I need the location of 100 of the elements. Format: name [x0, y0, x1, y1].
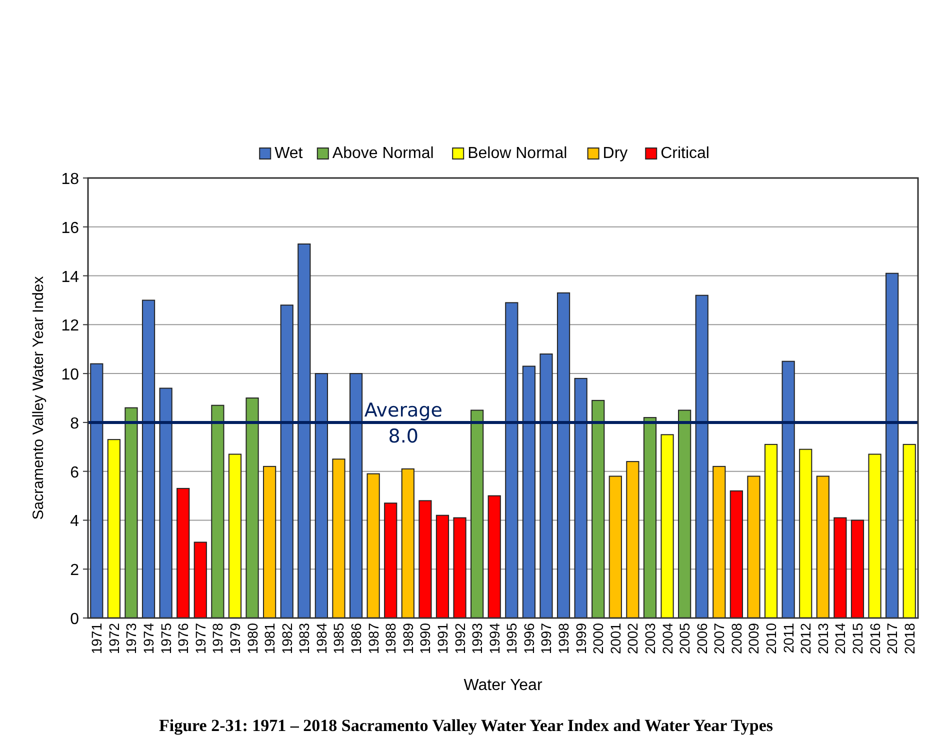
legend-label: Wet — [274, 145, 304, 162]
bar — [626, 461, 640, 618]
y-tick-label: 8 — [70, 415, 80, 432]
bar — [436, 514, 450, 618]
bar — [556, 292, 570, 618]
y-tick-label: 12 — [61, 318, 80, 335]
bar — [228, 454, 242, 618]
legend-label: Above Normal — [332, 145, 434, 162]
bar — [834, 517, 847, 618]
x-tick-label: 1974 — [140, 622, 157, 654]
bar — [298, 244, 311, 618]
x-tick-label: 2000 — [590, 622, 606, 654]
x-tick-label: 2007 — [711, 622, 728, 654]
bar — [470, 410, 484, 618]
x-tick-label: 2005 — [676, 622, 693, 654]
y-tick-label: 16 — [61, 220, 80, 237]
x-tick-label: 2016 — [866, 622, 883, 654]
y-axis-title: Sacramento Valley Water Year Index — [30, 276, 47, 520]
x-tick-label: 1995 — [504, 622, 520, 654]
x-tick-label: 1976 — [175, 622, 192, 654]
bar — [522, 366, 536, 618]
bar — [712, 466, 726, 618]
x-tick-label: 2009 — [746, 622, 762, 654]
x-axis-title: Water Year — [464, 677, 543, 694]
x-tick-label: 2003 — [642, 622, 658, 654]
y-tick-label: 18 — [61, 171, 80, 188]
text: Figure 2-31: 1971 – 2018 Sacramento Valley Water Year Index and Water Year Types — [158, 716, 774, 735]
bar — [384, 502, 398, 618]
x-tick-label: 1993 — [469, 622, 486, 654]
x-tick-label: 2014 — [832, 622, 848, 654]
bar — [608, 476, 622, 618]
bar — [902, 444, 916, 618]
bar — [453, 517, 466, 618]
bar — [107, 439, 120, 618]
bar — [782, 360, 795, 618]
x-tick-label: 1997 — [538, 622, 554, 654]
bar — [730, 490, 743, 618]
x-tick-label: 1980 — [244, 622, 260, 654]
x-tick-label: 2004 — [659, 622, 676, 654]
bar — [660, 434, 674, 618]
x-tick-label: 1992 — [452, 622, 468, 654]
bar — [695, 294, 708, 618]
bar — [799, 448, 812, 618]
x-tick-label: 1998 — [556, 622, 572, 654]
bar — [816, 476, 830, 618]
bar — [540, 354, 553, 618]
x-tick-label: 1982 — [278, 622, 295, 654]
x-tick-label: 1979 — [226, 622, 243, 654]
bar — [643, 417, 657, 618]
x-tick-label: 1987 — [365, 622, 382, 654]
y-tick-label: 6 — [70, 464, 80, 482]
bar — [211, 404, 224, 618]
bar — [868, 454, 882, 618]
y-tick-label: 4 — [70, 513, 80, 530]
legend-label: Below Normal — [468, 145, 568, 162]
y-tick-label: 10 — [61, 366, 80, 384]
bar — [764, 444, 778, 618]
x-tick-label: 1991 — [434, 622, 450, 654]
x-tick-label: 1985 — [330, 622, 347, 654]
x-tick-label: 1978 — [210, 622, 226, 654]
x-tick-label: 2015 — [849, 622, 866, 654]
bar — [349, 373, 363, 618]
y-tick-label: 2 — [70, 562, 80, 580]
bar — [263, 466, 276, 618]
x-tick-label: 2008 — [728, 622, 744, 654]
bar — [159, 388, 172, 618]
bar — [332, 458, 346, 618]
x-tick-label: 2002 — [624, 622, 641, 654]
x-tick-label: 1973 — [123, 622, 140, 654]
bar — [850, 520, 864, 618]
y-tick-label: 14 — [61, 268, 80, 286]
x-tick-label: 2017 — [884, 622, 900, 654]
bar — [401, 468, 414, 618]
x-tick-label: 2018 — [901, 622, 918, 654]
bar — [142, 300, 156, 618]
bar — [747, 476, 760, 618]
x-tick-label: 1986 — [348, 622, 364, 654]
x-tick-label: 1971 — [88, 622, 105, 654]
x-tick-label: 1983 — [296, 622, 312, 654]
bar — [246, 398, 259, 618]
bar — [678, 410, 692, 618]
x-tick-label: 1977 — [192, 622, 208, 654]
x-tick-label: 2010 — [763, 622, 780, 654]
x-tick-label: 2001 — [607, 622, 624, 654]
x-tick-label: 1989 — [400, 622, 416, 654]
x-tick-label: 2006 — [694, 622, 710, 654]
x-tick-label: 1996 — [520, 622, 537, 654]
y-tick-label: 0 — [70, 611, 80, 628]
x-tick-label: 1984 — [313, 622, 330, 654]
bar — [194, 542, 207, 618]
x-tick-label: 1999 — [572, 622, 589, 654]
bar — [280, 304, 294, 618]
bar — [366, 473, 380, 618]
bar — [90, 363, 104, 618]
bar — [418, 500, 432, 618]
bar — [886, 272, 899, 618]
legend-label: Dry — [602, 145, 628, 162]
legend-label: Critical — [660, 145, 710, 162]
x-tick-label: 1988 — [382, 622, 399, 654]
x-tick-label: 1994 — [486, 622, 502, 654]
